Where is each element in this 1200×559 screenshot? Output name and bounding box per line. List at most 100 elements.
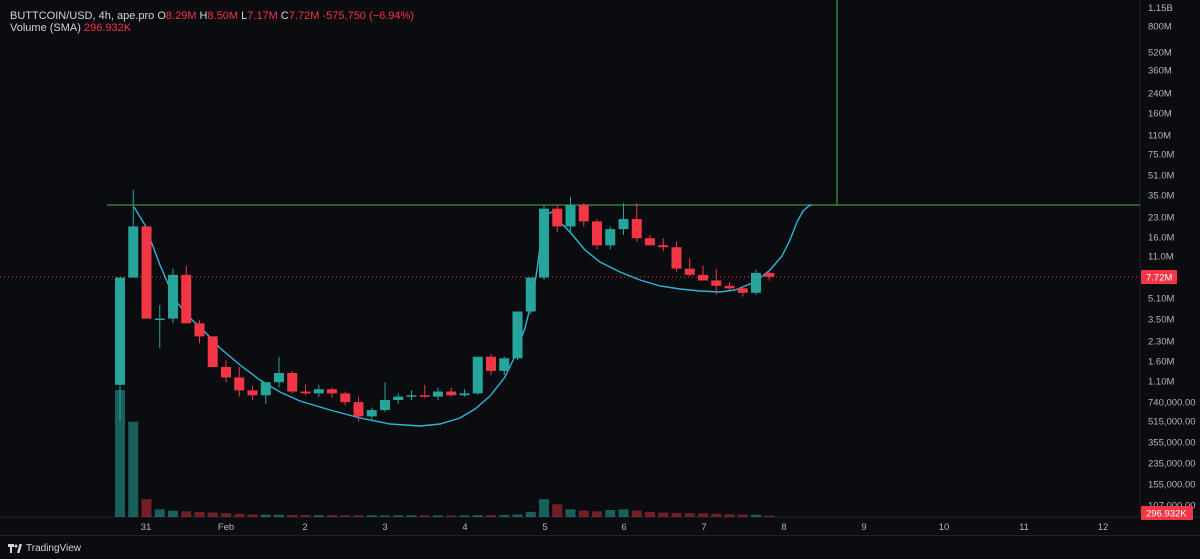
open-label: O [157,10,166,22]
candle-body [406,395,417,397]
price-tick-label: 360M [1148,66,1172,77]
candlestick [446,387,457,397]
volume-bar [764,515,775,517]
volume-bar [115,390,125,517]
volume-bar [234,513,245,517]
volume-bar [327,515,337,517]
volume-bar [684,513,695,517]
current-price-badge [1141,270,1177,284]
volume-bar [631,510,642,517]
volume-bar [419,515,430,517]
volume-bar [380,515,390,517]
volume-bar [433,515,443,517]
candlestick [724,281,735,291]
candlestick [552,205,563,233]
volume-bar [472,515,483,517]
candlestick [128,189,139,278]
ohlc-legend: BUTTCOIN/USD, 4h, ape.pro O8.29M H8.50M … [10,10,414,22]
candlestick [353,396,364,422]
candle-body [724,285,735,289]
time-tick-label: Feb [218,522,234,533]
time-tick-label: 3 [382,522,387,533]
time-tick-label: 31 [141,522,152,533]
volume-bar [260,514,271,517]
price-tick-label: 23.0M [1148,213,1174,224]
candle-body [486,356,496,371]
price-tick-label: 355,000.00 [1148,438,1196,449]
tradingview-logo-icon [8,544,22,553]
volume-label[interactable]: Volume (SMA) [10,22,81,34]
price-chart[interactable]: 1.15B 800M 520M 360M 240M 160M 110M 75.0M 51.0M 3… [0,0,1200,535]
candle-body [737,288,748,293]
volume-bar [618,509,629,517]
current-volume-badge [1141,506,1193,520]
candle-body [181,274,192,324]
candlestick [499,356,510,376]
candle-body [128,226,139,278]
close-value: 7.72M [288,10,320,22]
price-tick-label: 520M [1148,48,1172,59]
volume-bar [671,512,682,517]
tradingview-logo[interactable]: TradingView [8,543,81,554]
chart-area[interactable]: 1.15B 800M 520M 360M 240M 160M 110M 75.0M 51.0M 3… [0,0,1200,535]
footer-bar: TradingView [0,535,1200,559]
candle-body [499,358,510,371]
price-tick-label: 240M [1148,89,1172,100]
candle-body [472,356,483,394]
candlestick [525,277,536,315]
volume-bar [221,513,231,517]
candle-body [287,372,298,392]
candlestick [658,238,669,252]
volume-bar [181,511,192,517]
volume-bar [486,515,496,517]
candlestick [711,268,722,295]
price-tick-label: 1.15B [1148,3,1173,14]
candle-body [751,272,761,293]
volume-bar [565,509,576,517]
change-value: -575,750 (−6.94%) [322,10,414,22]
volume-bar [287,514,298,517]
candle-body [592,221,602,246]
volume-legend: Volume (SMA) 296.932K [10,22,131,34]
candle-body [419,395,430,397]
volume-value: 296.932K [83,22,132,34]
candle-body [366,410,377,417]
candlestick [260,382,271,404]
price-tick-label: 1.10M [1148,377,1174,388]
volume-bar [499,515,510,517]
volume-bar [300,515,311,517]
volume-bar [154,509,165,517]
candlestick [181,265,192,324]
volume-bar [645,511,655,517]
candle-body [340,393,351,403]
volume-bar [340,515,351,517]
time-tick-label: 11 [1019,522,1029,533]
candle-body [234,377,245,391]
time-tick-label: 5 [542,522,547,533]
price-tick-label: 515,000.00 [1148,417,1196,428]
candle-body [552,208,563,227]
price-tick-label: 740,000.00 [1148,398,1196,409]
symbol-label[interactable]: BUTTCOIN/USD, 4h, ape.pro [10,10,155,22]
candlestick [618,203,629,236]
time-tick-label: 8 [781,522,786,533]
price-tick-label: 75.0M [1148,150,1174,161]
volume-bar [539,499,549,517]
candle-body [764,272,775,277]
candlestick [207,336,218,368]
volume-bar [274,514,284,517]
candle-body [247,390,258,396]
candlestick [419,384,430,398]
candle-body [645,238,655,246]
candle-body [115,277,125,385]
candle-body [512,311,523,359]
candle-body [141,226,152,319]
candle-body [300,391,311,394]
candlestick [737,285,748,297]
candlestick [631,203,642,242]
volume-bar [658,512,669,517]
candlestick [605,226,616,250]
candlestick [194,320,205,344]
candlestick [115,277,125,422]
candlestick [684,258,695,277]
